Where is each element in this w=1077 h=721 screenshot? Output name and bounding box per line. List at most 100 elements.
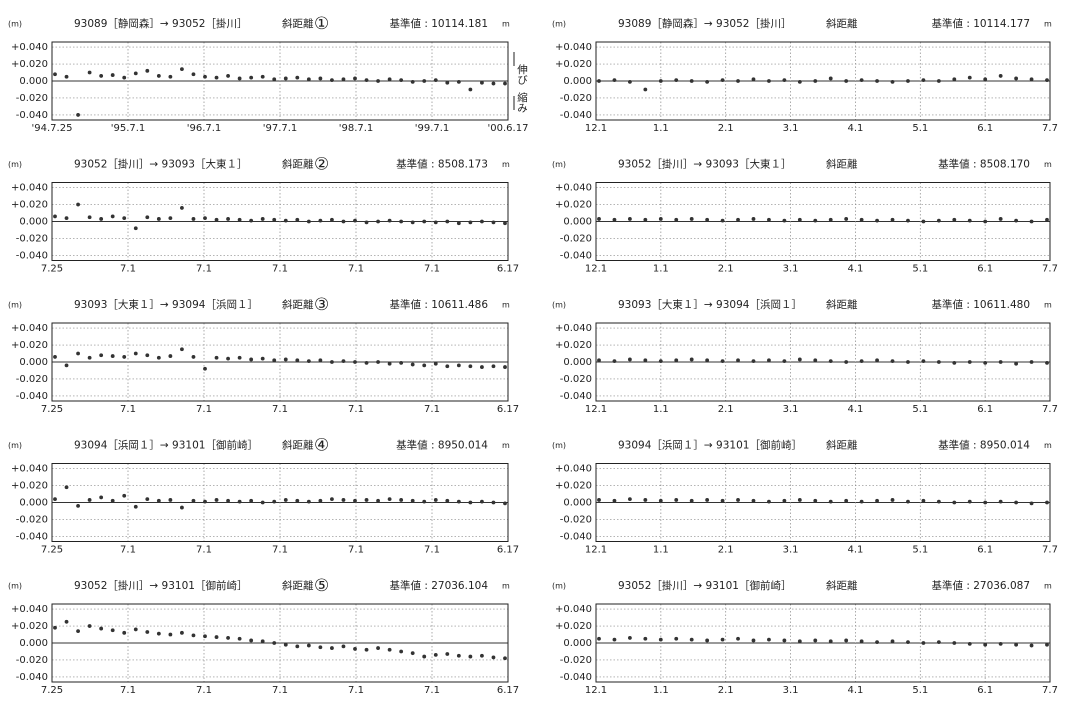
data-point [875,79,879,83]
data-point [318,218,323,223]
x-tick-label: 2.1 [718,404,734,415]
route-label: 93052［掛川］→ 93101［御前崎］ [618,579,791,592]
data-point [952,641,957,645]
x-tick-label: 7.1 [272,685,288,696]
data-point [983,360,988,365]
data-point [456,499,461,504]
data-point [410,362,415,367]
data-point [237,76,242,81]
data-point [203,634,207,639]
data-point [998,74,1003,78]
route-label: 93052［掛川］→ 93101［御前崎］ [74,579,247,592]
data-point [306,219,311,224]
data-point [318,76,323,81]
y-tick-label: +0.040 [555,42,592,53]
data-point [983,642,988,647]
data-point [658,637,663,642]
data-point [705,638,710,643]
data-point [180,505,184,510]
data-point [422,499,427,504]
y-tick-label: +0.040 [11,604,48,615]
data-point [1045,500,1049,505]
data-point [689,637,694,642]
kind-label: 斜距離 [282,17,314,30]
x-tick-label: 6.17 [497,264,519,275]
data-point [491,655,496,660]
data-point [318,358,323,363]
data-point [249,498,254,503]
data-point [612,637,617,642]
data-point [410,498,415,503]
kind-label: 斜距離 [282,439,314,452]
data-point [376,646,380,650]
kind-label: 斜距離 [826,439,858,452]
data-point [226,356,230,361]
x-tick-label: 6.1 [977,685,993,696]
y-tick-label: +0.040 [11,464,48,475]
data-point [1029,501,1034,506]
panel-number: ② [314,155,329,175]
data-point [422,654,427,659]
data-point [491,500,496,505]
data-point [168,216,173,221]
x-tick-label: 1.1 [653,404,669,415]
x-tick-label: 7.1 [196,545,212,556]
x-tick-label: 5.1 [912,264,928,275]
x-tick-label: 7.1 [424,404,440,415]
data-point [341,219,346,224]
data-point [456,653,461,658]
plot-frame [595,182,1051,261]
data-point [376,219,380,224]
base-value: 基準値 : 10114.181 [390,17,489,30]
y-tick-label: +0.020 [11,340,48,351]
x-tick-label: 12.1 [585,123,607,134]
data-point [597,79,601,83]
data-point [797,357,802,362]
data-point [456,221,461,226]
y-tick-label: +0.020 [11,200,48,211]
x-tick-label: 7.7 [1042,123,1058,134]
data-point [353,647,357,651]
data-point [1045,217,1049,222]
unit-label: (m) [8,441,22,450]
data-point [983,500,988,505]
data-point [468,364,473,369]
x-tick-label: 7.7 [1042,545,1058,556]
data-point [767,637,771,642]
unit-label: (m) [552,441,566,450]
data-point [998,217,1003,221]
base-value: 基準値 : 8508.173 [396,158,488,171]
data-point [952,360,957,365]
data-point [720,498,725,503]
data-point [751,217,756,221]
data-point [859,499,864,504]
data-point [145,215,150,220]
data-point [272,358,277,363]
data-point [782,359,787,364]
data-point [53,214,57,219]
base-unit: m [1044,582,1052,591]
data-point [387,77,392,82]
base-value: 基準値 : 27036.087 [932,579,1031,592]
x-tick-label: 7.1 [424,264,440,275]
data-point [53,355,57,359]
y-tick-label: 0.000 [19,498,48,509]
data-point [76,113,80,117]
data-point [156,74,161,78]
x-tick-label: 7.1 [348,545,364,556]
plot-frame [595,603,1051,683]
data-point [376,360,380,364]
y-tick-label: -0.040 [560,110,592,121]
data-point [906,79,910,83]
data-point [306,499,311,504]
data-point [828,639,833,644]
data-point [468,654,473,659]
data-point [237,499,242,504]
y-tick-label: +0.020 [11,59,48,70]
x-tick-label: 4.1 [847,685,863,696]
data-point [782,498,787,503]
data-point [387,361,392,366]
base-unit: m [1044,441,1052,450]
data-point [674,78,679,83]
data-point [813,218,818,223]
